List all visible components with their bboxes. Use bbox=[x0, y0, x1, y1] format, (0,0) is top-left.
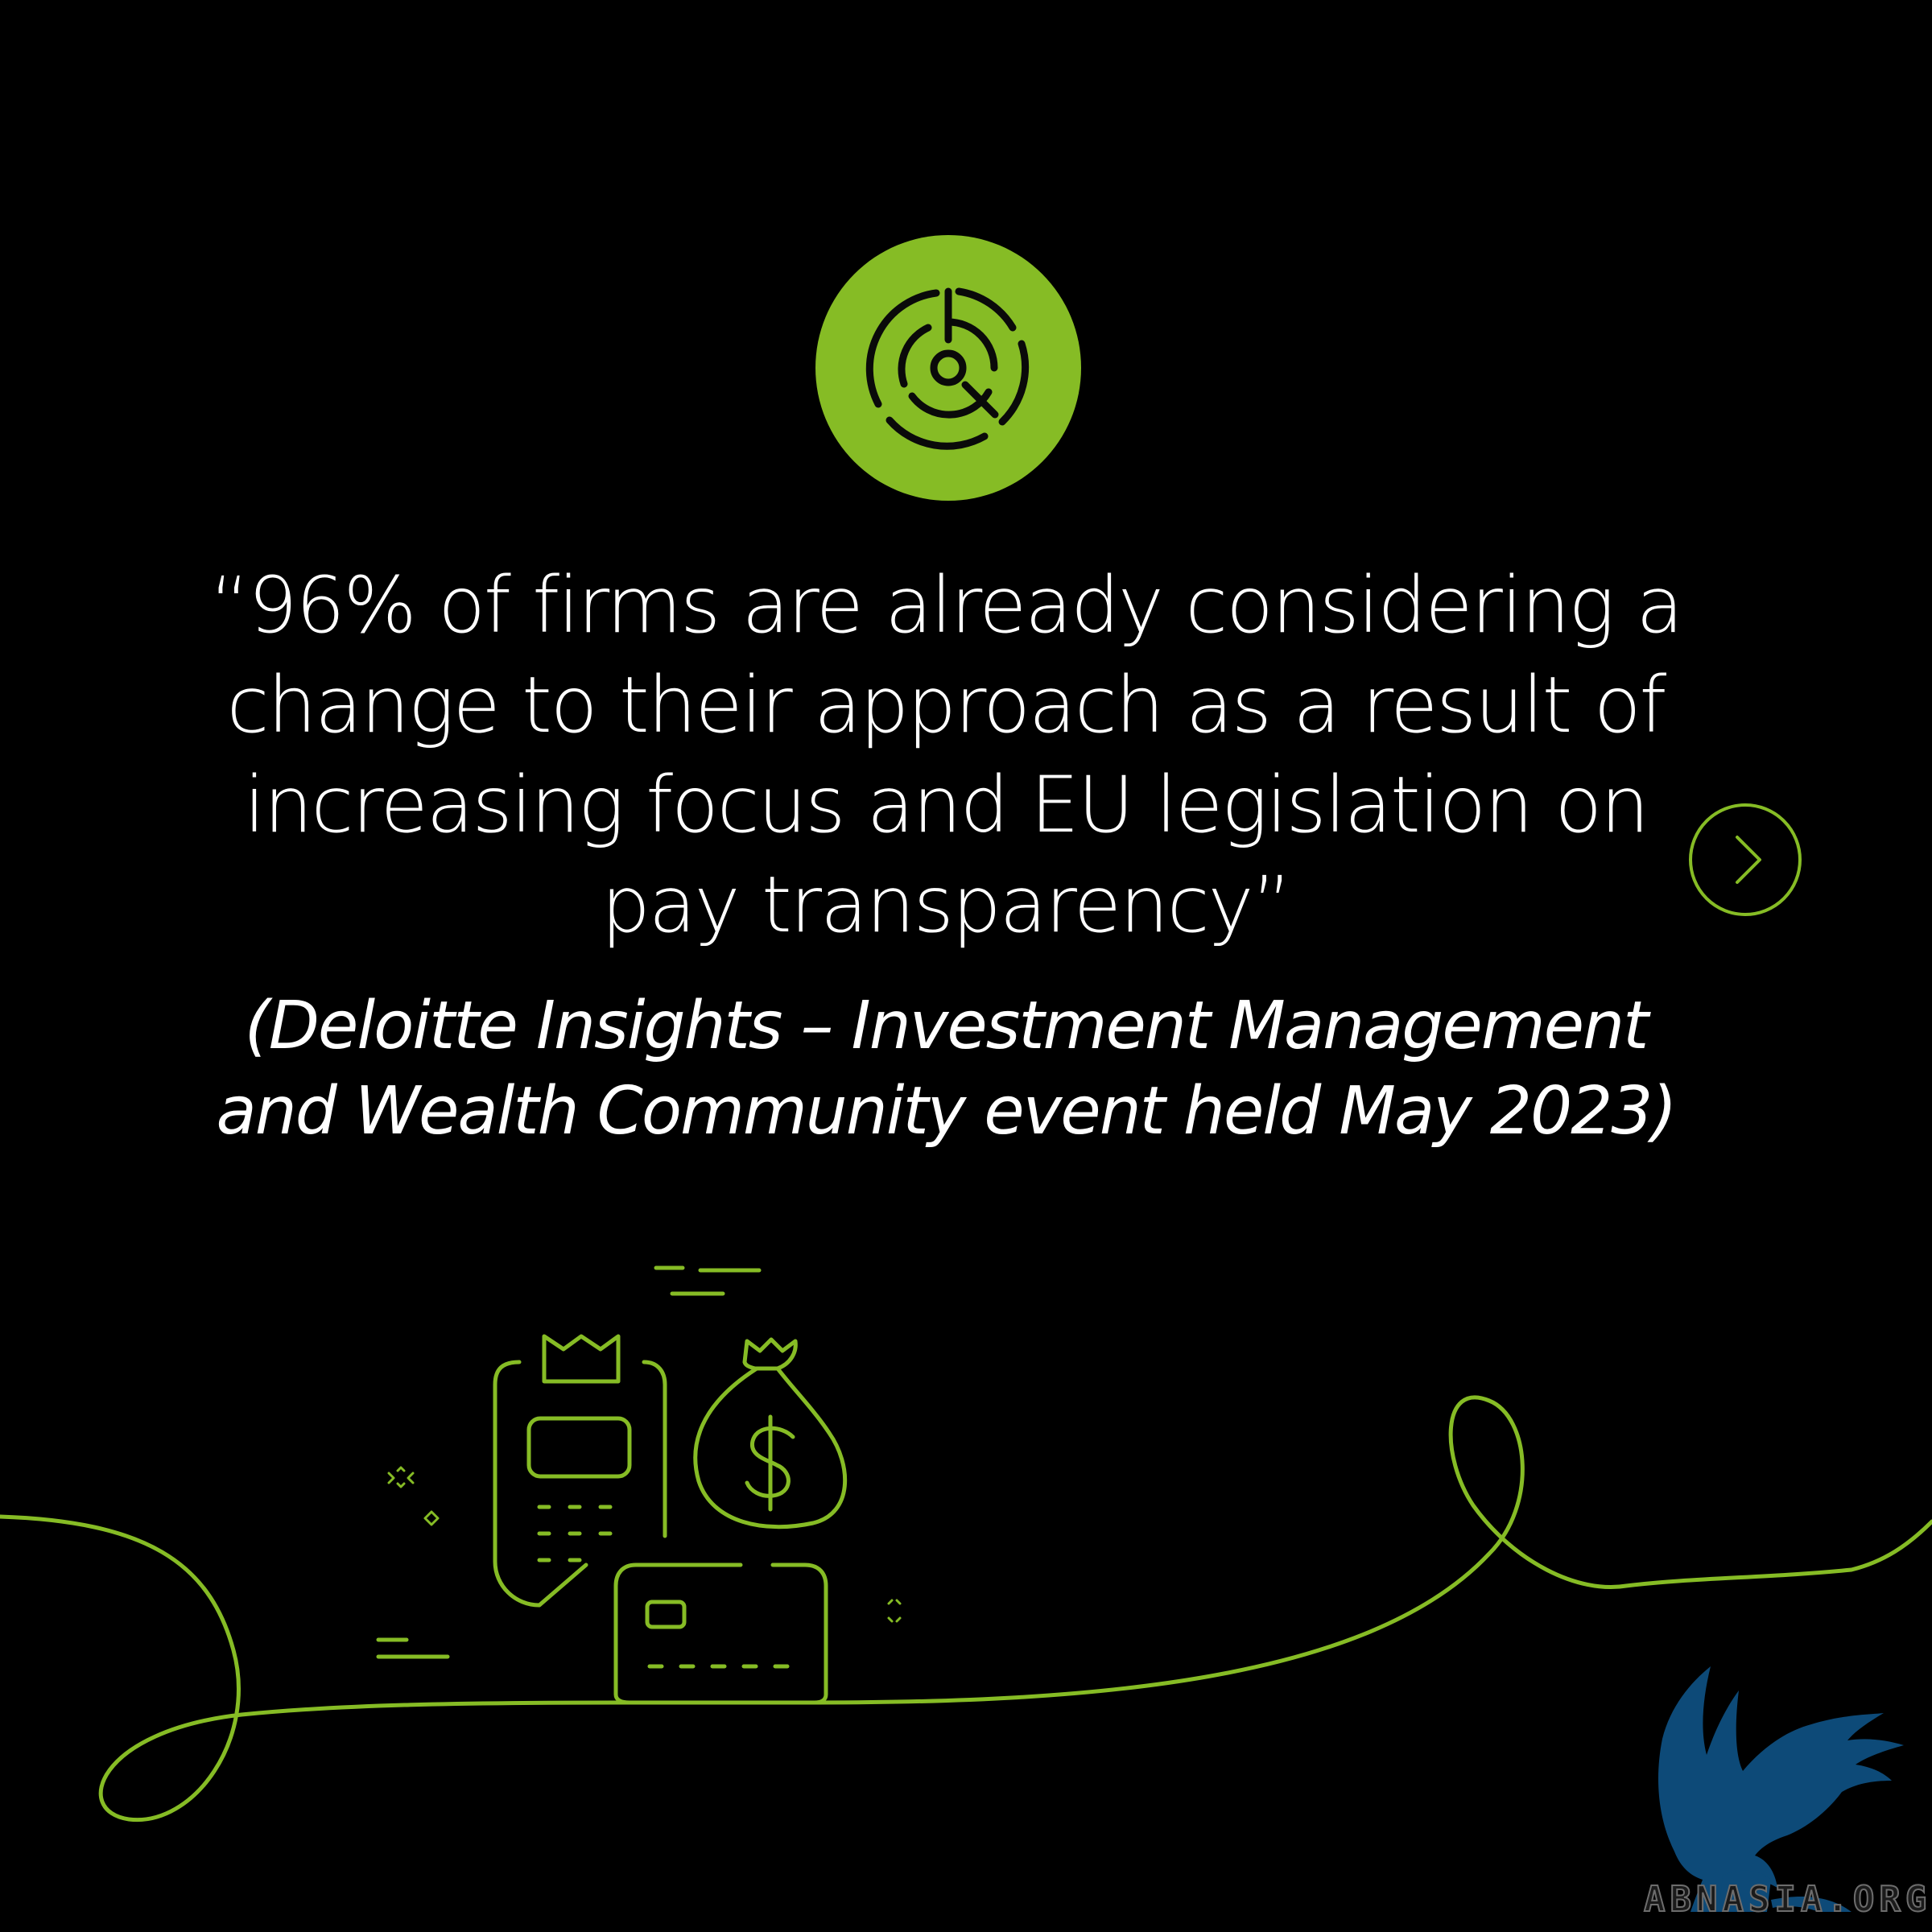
top-badge bbox=[815, 235, 1081, 501]
card-terminal-icon bbox=[493, 1334, 667, 1608]
watermark-text: ABNASIA.ORG bbox=[1643, 1878, 1932, 1921]
griffin-emblem bbox=[1658, 1666, 1904, 1912]
citation-line: (Deloitte Insights – Investment Manageme… bbox=[244, 988, 1649, 1064]
target-maze-icon bbox=[865, 287, 1030, 450]
chevron-right-icon bbox=[1736, 836, 1761, 884]
next-slide-button[interactable] bbox=[1689, 803, 1802, 916]
credit-card-icon bbox=[613, 1563, 828, 1705]
sparkle-icons bbox=[387, 1466, 902, 1623]
citation-line: and Wealth Community event held May 2023… bbox=[216, 1073, 1678, 1150]
quote-line: pay transparency” bbox=[601, 860, 1292, 950]
money-bag-icon bbox=[693, 1337, 848, 1530]
quote-text: “96% of firms are already considering a … bbox=[209, 555, 1684, 955]
quote-line: “96% of firms are already considering a bbox=[209, 560, 1684, 650]
citation-text: (Deloitte Insights – Investment Manageme… bbox=[209, 984, 1682, 1154]
quote-line: change to their approach as a result of bbox=[226, 660, 1667, 750]
flowing-line bbox=[0, 1395, 1932, 1823]
decor-dashes bbox=[376, 1265, 762, 1659]
quote-line: increasing focus and EU legislation on bbox=[244, 760, 1649, 850]
